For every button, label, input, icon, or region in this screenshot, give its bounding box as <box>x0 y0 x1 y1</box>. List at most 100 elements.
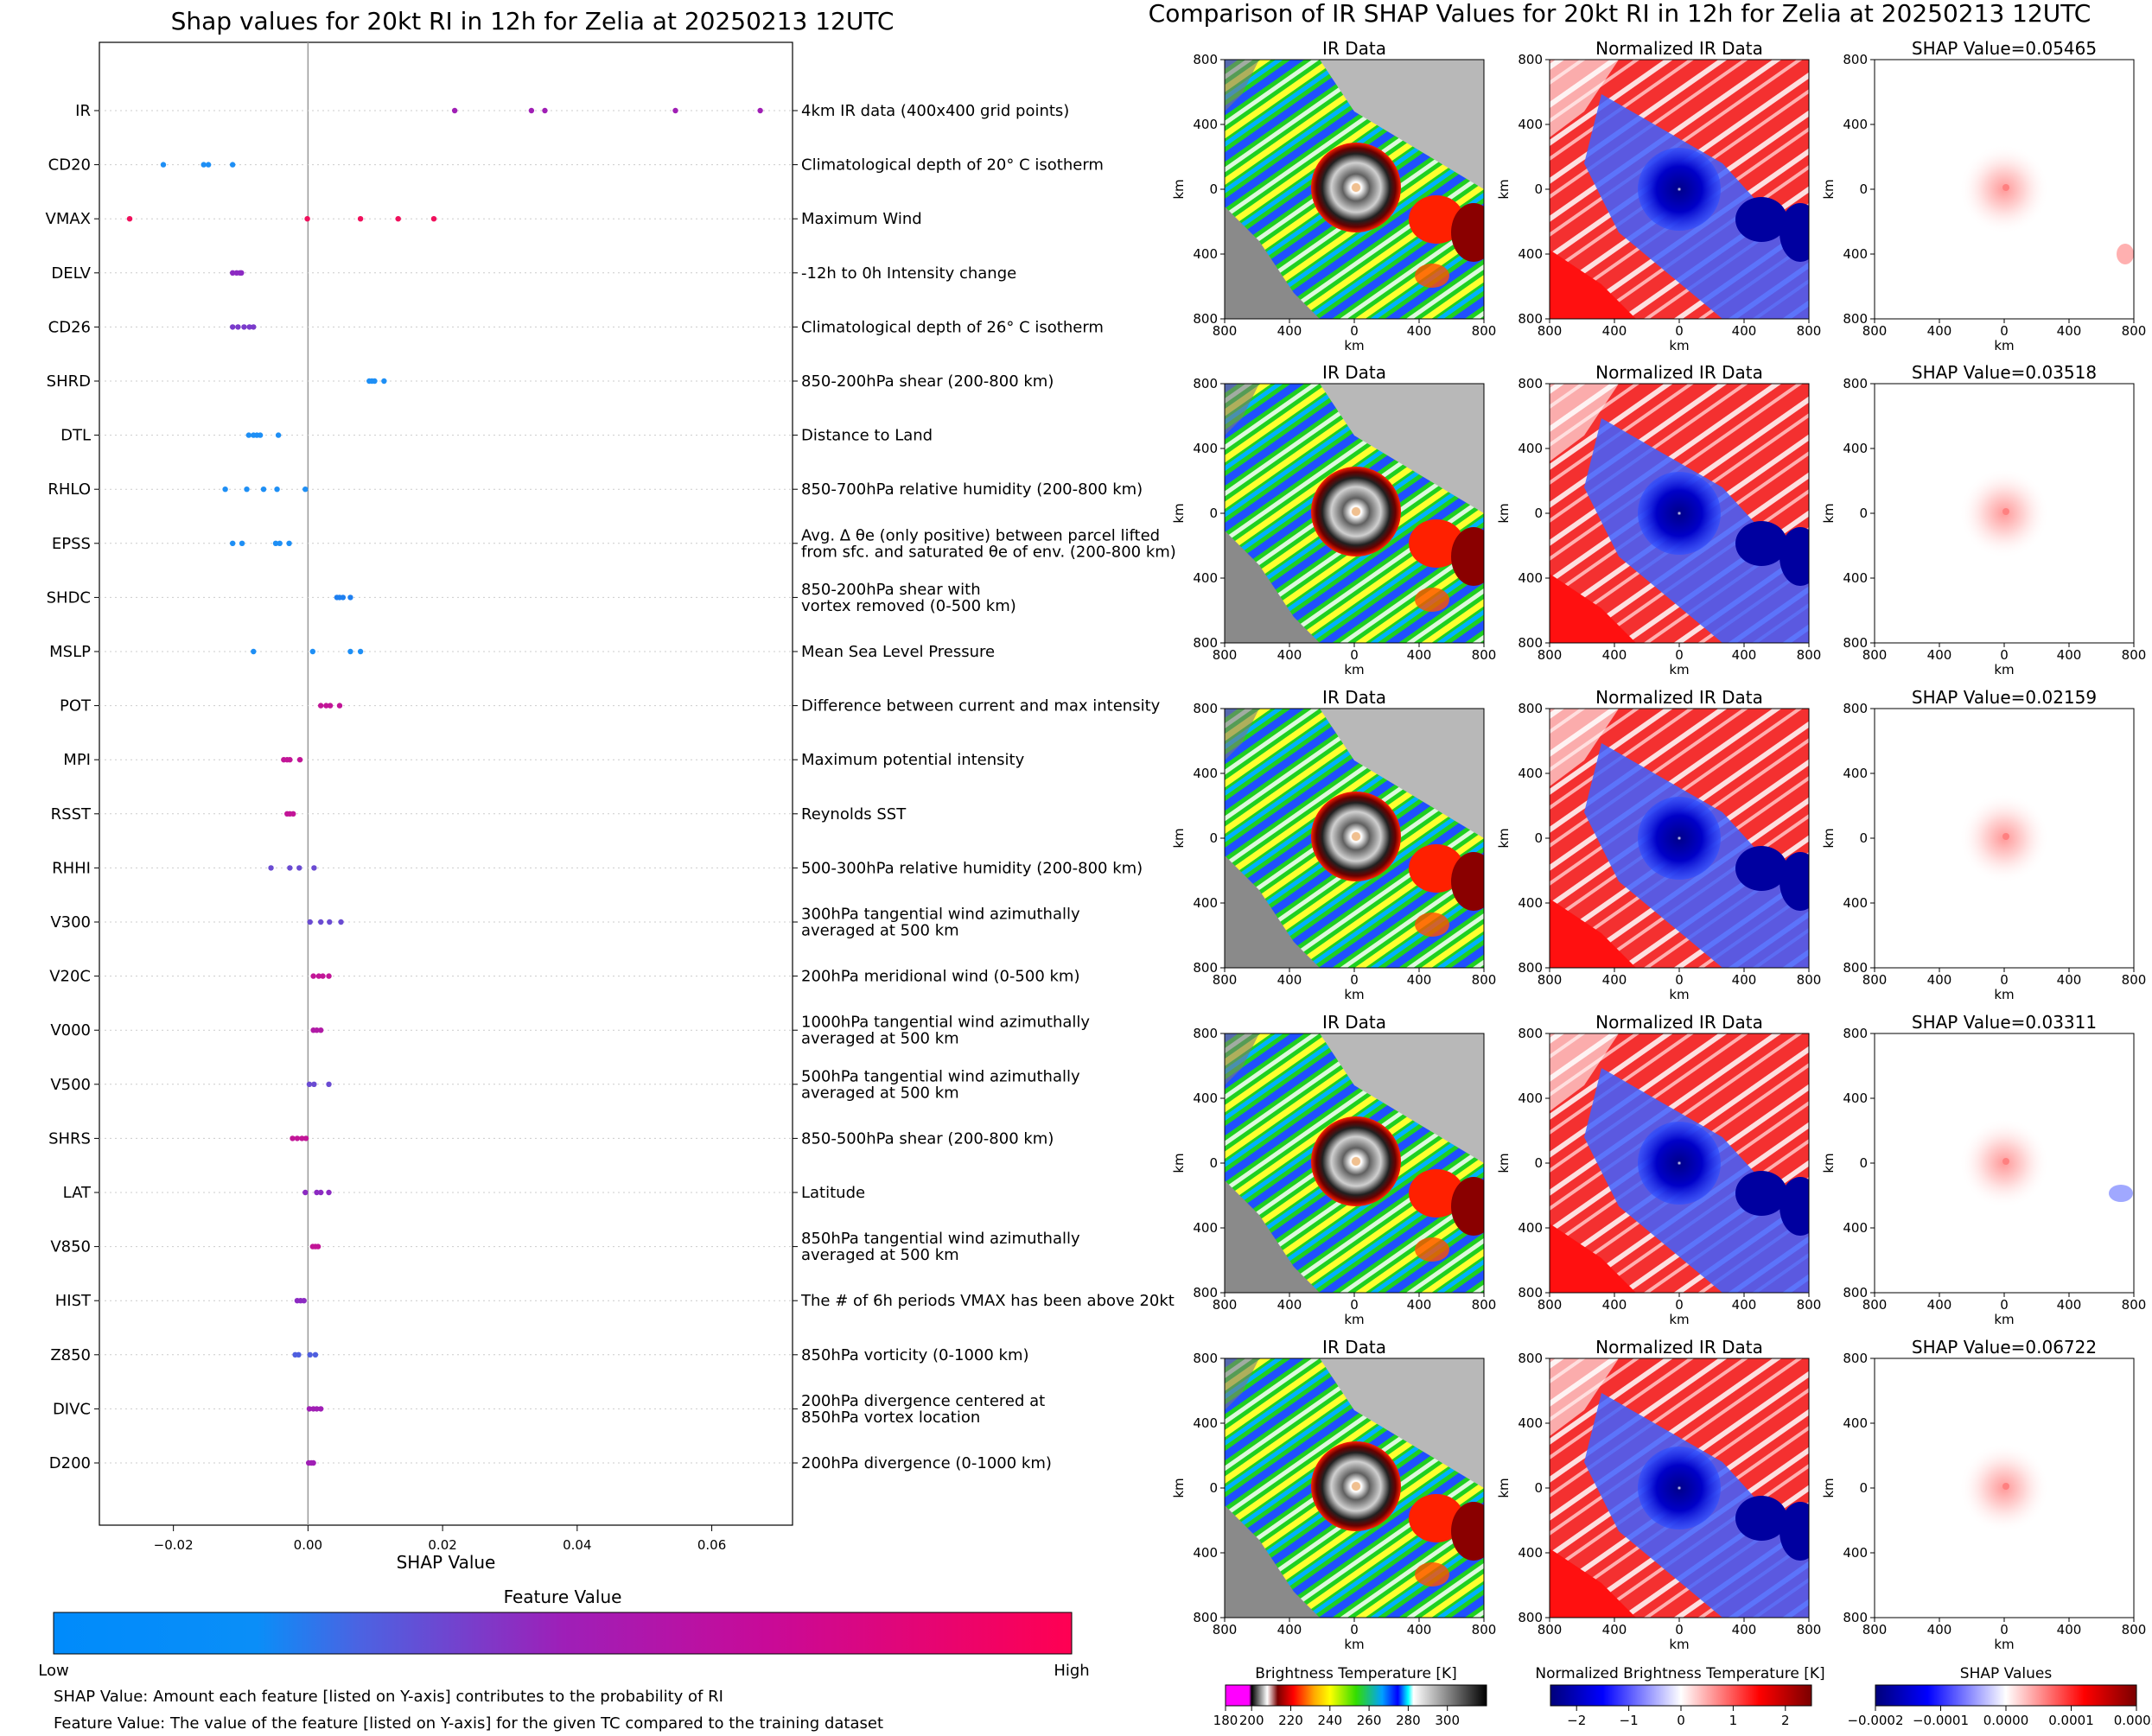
shap-point <box>229 540 236 546</box>
colorbar-tick-label: 0.0000 <box>1983 1713 2029 1728</box>
panel-y-tick: 800 <box>1518 376 1543 391</box>
feature-name-mpi: MPI <box>63 751 91 769</box>
colorbar-tick-label: 1 <box>1729 1713 1738 1728</box>
panel-x-label: km <box>1994 987 2014 1002</box>
feature-description: 4km IR data (400x400 grid points) <box>801 102 1069 120</box>
shap-point <box>277 540 283 546</box>
panel-y-tick: 0 <box>1209 1155 1218 1171</box>
panel-x-tick: 400 <box>1927 647 1952 663</box>
shap-point <box>239 540 245 546</box>
feature-name-v850: V850 <box>50 1238 91 1256</box>
shap-point <box>312 1351 319 1358</box>
shap-point <box>244 486 250 493</box>
panel-x-tick: 400 <box>1732 1622 1757 1637</box>
panel-y-tick: 0 <box>1534 506 1543 521</box>
panel-x-tick: 400 <box>1732 323 1757 339</box>
panel-x-tick: 400 <box>2057 323 2082 339</box>
shap-point <box>430 216 437 222</box>
panel-x-tick: 800 <box>1797 972 1822 988</box>
panel-y-tick: 400 <box>1518 1545 1543 1561</box>
panel-y-label: km <box>1496 1153 1512 1173</box>
normalized-ir-panel: 80080040040000400400800800kmkmNormalized… <box>1496 1012 1821 1327</box>
panel-x-tick: 0 <box>1350 1622 1359 1637</box>
shap-point <box>239 270 245 276</box>
panel-y-tick: 400 <box>1518 117 1543 132</box>
shap-point <box>229 324 236 330</box>
feature-description: 300hPa tangential wind azimuthally <box>801 906 1080 924</box>
panel-x-tick: 800 <box>1797 1297 1822 1313</box>
panel-y-tick: 400 <box>1843 117 1868 132</box>
panel-x-tick: 0 <box>1350 647 1359 663</box>
panel-x-tick: 800 <box>1538 323 1563 339</box>
ir-image <box>1225 1033 1484 1293</box>
x-tick-label: 0.02 <box>428 1537 456 1553</box>
panel-y-tick: 0 <box>1209 1480 1218 1496</box>
feature-name-v300: V300 <box>50 913 91 932</box>
panel-y-tick: 0 <box>1209 830 1218 846</box>
shap-point <box>307 919 313 925</box>
feature-name-v20c: V20C <box>49 968 91 986</box>
panel-title: IR Data <box>1322 687 1386 708</box>
shap-point <box>314 1027 320 1033</box>
shap-point <box>357 648 364 655</box>
shap-image <box>1875 384 2134 643</box>
feature-name-mslp: MSLP <box>49 643 91 661</box>
panel-y-tick: 800 <box>1193 1610 1218 1625</box>
panel-y-label: km <box>1821 179 1837 199</box>
shap-point <box>235 324 241 330</box>
panel-x-tick: 400 <box>2057 1622 2082 1637</box>
panel-y-tick: 400 <box>1518 246 1543 262</box>
feature-description: averaged at 500 km <box>801 1084 959 1102</box>
shap-point <box>309 648 316 655</box>
panel-y-tick: 800 <box>1843 311 1868 327</box>
left-title: Shap values for 20kt RI in 12h for Zelia… <box>171 7 895 35</box>
feature-description: 500-300hPa relative humidity (200-800 km… <box>801 859 1143 877</box>
shap-point <box>306 1081 313 1088</box>
panel-y-tick: 800 <box>1843 1026 1868 1041</box>
panel-x-tick: 0 <box>1675 1622 1684 1637</box>
shap-point <box>287 757 293 763</box>
shap-point <box>317 1406 324 1412</box>
panel-x-label: km <box>1344 662 1364 677</box>
feature-name-v500: V500 <box>50 1076 91 1094</box>
feature-name-lat: LAT <box>63 1184 92 1202</box>
feature-description: vortex removed (0-500 km) <box>801 597 1016 615</box>
ir-panel-grid: 800 800 400 400 0 0 400 400 800 800 km km IR Data 800… <box>1171 38 2146 1652</box>
shap-point <box>323 703 329 709</box>
panel-y-tick: 400 <box>1518 1220 1543 1236</box>
shap-point <box>310 973 316 979</box>
panel-y-tick: 800 <box>1193 960 1218 976</box>
panel-x-tick: 800 <box>1862 647 1888 663</box>
panel-y-tick: 400 <box>1518 895 1543 911</box>
normalized-ir-image <box>1550 1358 1809 1618</box>
panel-y-label: km <box>1496 1478 1512 1498</box>
panel-y-tick: 400 <box>1193 895 1218 911</box>
feature-name-pot: POT <box>60 697 92 715</box>
panel-x-tick: 400 <box>1732 647 1757 663</box>
panel-y-label: km <box>1171 1153 1187 1173</box>
shap-point <box>205 162 212 168</box>
brightness-temp-colorbar: Brightness Temperature [K] 180 200 220 240 2… <box>1213 1665 1487 1728</box>
panel-x-tick: 800 <box>1472 1622 1497 1637</box>
panel-x-tick: 800 <box>1213 323 1238 339</box>
shap-point <box>275 432 282 438</box>
normalized-temp-colorbar: Normalized Brightness Temperature [K] −2… <box>1535 1665 1824 1728</box>
panel-y-tick: 400 <box>1193 1545 1218 1561</box>
shap-point <box>311 1081 317 1088</box>
colorbar-tick-label: −0.0001 <box>1913 1713 1969 1728</box>
panel-x-tick: 0 <box>2000 972 2009 988</box>
shap-point <box>229 162 236 168</box>
normalized-ir-panel: 80080040040000400400800800kmkmNormalized… <box>1496 687 1821 1002</box>
panel-y-tick: 0 <box>1859 1480 1868 1496</box>
shap-point <box>222 486 228 493</box>
shap-point <box>302 1135 309 1141</box>
panel-x-tick: 0 <box>1350 972 1359 988</box>
shap-point <box>314 1189 320 1196</box>
brightness-temp-colorbar-bar <box>1225 1684 1487 1707</box>
panel-y-label: km <box>1821 1153 1837 1173</box>
ir-image <box>1225 60 1484 319</box>
panel-y-tick: 800 <box>1843 701 1868 716</box>
panel-x-tick: 400 <box>1407 972 1432 988</box>
panel-x-tick: 0 <box>1675 647 1684 663</box>
